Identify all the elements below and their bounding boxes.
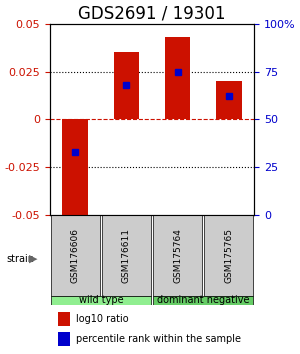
Text: GSM175764: GSM175764 <box>173 228 182 283</box>
Bar <box>51 296 151 305</box>
Bar <box>153 215 202 296</box>
Text: wild type: wild type <box>79 296 123 306</box>
Text: GSM176606: GSM176606 <box>71 228 80 283</box>
Bar <box>102 215 151 296</box>
Text: dominant negative: dominant negative <box>157 296 250 306</box>
Text: strain: strain <box>6 254 34 264</box>
Bar <box>204 215 254 296</box>
Bar <box>62 119 88 219</box>
Bar <box>165 37 190 119</box>
Bar <box>51 215 100 296</box>
Text: log10 ratio: log10 ratio <box>76 314 129 324</box>
Bar <box>153 296 254 305</box>
Text: ▶: ▶ <box>28 254 37 264</box>
Bar <box>58 332 70 346</box>
Text: GSM176611: GSM176611 <box>122 228 131 283</box>
Title: GDS2691 / 19301: GDS2691 / 19301 <box>78 4 226 22</box>
Text: percentile rank within the sample: percentile rank within the sample <box>76 334 241 344</box>
Bar <box>58 312 70 326</box>
Text: GSM175765: GSM175765 <box>224 228 233 283</box>
Bar <box>114 52 139 119</box>
Bar <box>216 81 242 119</box>
